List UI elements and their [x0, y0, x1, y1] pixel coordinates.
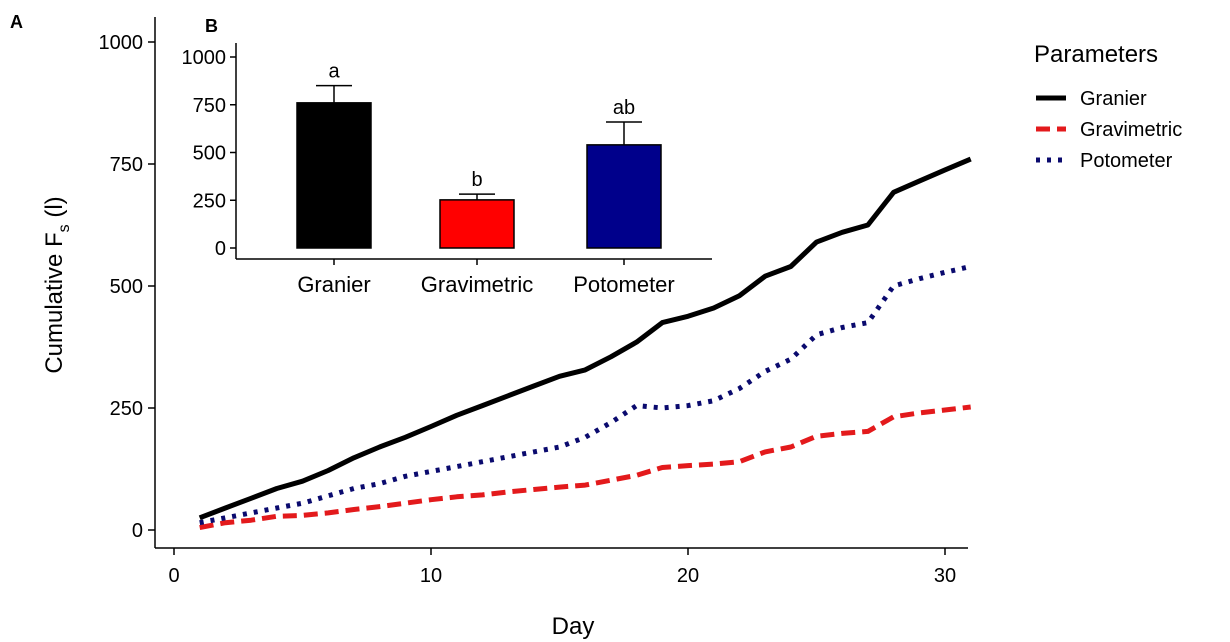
x-tick-label: 0 [168, 565, 179, 587]
inset-x-tick-label: Granier [297, 272, 370, 297]
y-axis-title: Cumulative Fs (l) [41, 196, 73, 373]
legend: Parameters Granier Gravimetric Potometer [1034, 41, 1182, 172]
legend-label-granier: Granier [1080, 88, 1147, 110]
inset-chart: B 0 250 500 750 1000 a Granier b Gravimetric ab P… [182, 16, 712, 297]
y-tick-label: 250 [110, 398, 143, 420]
x-tick-label: 30 [934, 565, 956, 587]
inset-axis-ticks: 0 250 500 750 1000 [182, 47, 236, 260]
panel-label-b: B [205, 16, 218, 36]
panel-label-a: A [10, 12, 23, 32]
inset-y-tick-label: 0 [215, 238, 226, 260]
y-axis-title-sub: s [56, 224, 73, 232]
main-series-lines [198, 156, 972, 531]
main-axis-ticks: 0 10 20 30 0 250 500 750 1000 [99, 32, 957, 587]
x-tick-label: 20 [677, 565, 699, 587]
significance-letter-gravimetric: b [471, 169, 482, 191]
inset-x-tick-label: Gravimetric [421, 272, 533, 297]
inset-y-tick-label: 1000 [182, 47, 227, 69]
inset-y-tick-label: 500 [193, 143, 226, 165]
y-tick-label: 750 [110, 154, 143, 176]
x-axis-title: Day [552, 613, 595, 640]
legend-label-potometer: Potometer [1080, 150, 1173, 172]
series-line-granier [198, 156, 972, 521]
legend-label-gravimetric: Gravimetric [1080, 119, 1182, 141]
y-tick-label: 0 [132, 520, 143, 542]
significance-letter-granier: a [328, 61, 340, 83]
legend-items: Granier Gravimetric Potometer [1036, 88, 1182, 172]
legend-title: Parameters [1034, 41, 1158, 68]
significance-letter-potometer: ab [613, 97, 635, 119]
x-tick-label: 10 [420, 565, 442, 587]
inset-bars: a Granier b Gravimetric ab Potometer [296, 61, 675, 297]
inset-y-tick-label: 750 [193, 95, 226, 117]
bar-granier [296, 102, 372, 249]
inset-y-tick-label: 250 [193, 190, 226, 212]
y-axis-title-unit: (l) [41, 196, 68, 224]
series-line-potometer [199, 264, 972, 526]
y-tick-label: 500 [110, 276, 143, 298]
bar-potometer [586, 144, 662, 249]
main-chart: A 0 10 20 30 0 250 500 750 1000 Day Cumulative F… [10, 12, 972, 640]
y-tick-label: 1000 [99, 32, 144, 54]
series-line-gravimetric [199, 404, 971, 531]
inset-x-tick-label: Potometer [573, 272, 675, 297]
y-axis-title-main: Cumulative F [41, 232, 68, 373]
bar-gravimetric [439, 199, 515, 249]
